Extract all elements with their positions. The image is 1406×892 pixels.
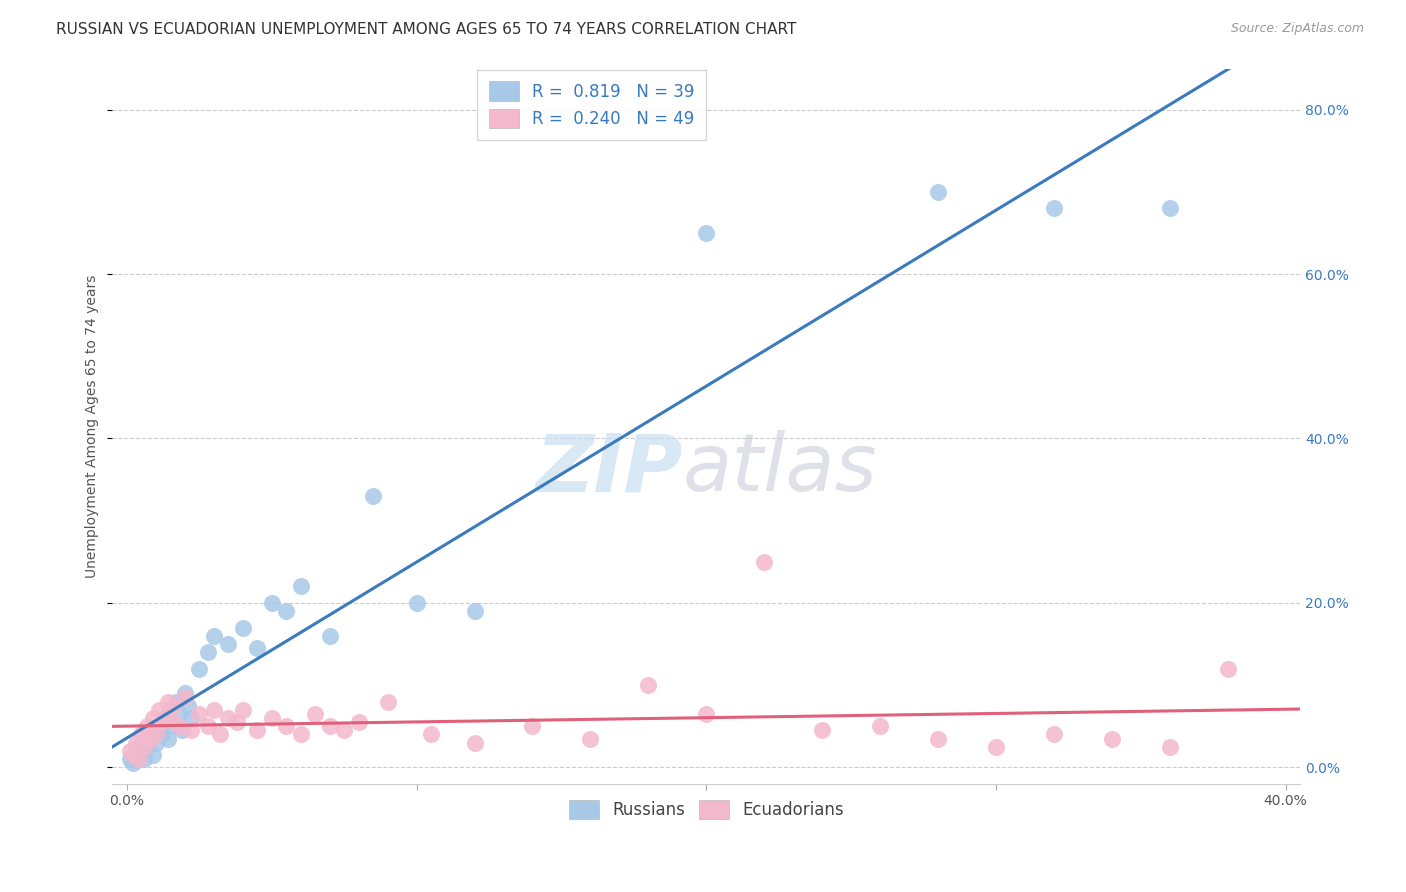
Point [197,719,219,733]
Point [276,719,298,733]
Point [464,604,486,618]
Point [695,226,717,240]
Point [148,719,170,733]
Point [150,715,173,730]
Point [156,731,179,746]
Point [1159,739,1181,754]
Point [131,727,153,741]
Point [333,723,356,738]
Point [1043,727,1066,741]
Point [260,711,283,725]
Point [128,752,150,766]
Point [927,731,949,746]
Point [156,694,179,708]
Text: atlas: atlas [682,430,877,508]
Point [180,711,202,725]
Point [420,727,443,741]
Point [162,698,184,713]
Point [202,703,225,717]
Point [174,690,197,705]
Text: RUSSIAN VS ECUADORIAN UNEMPLOYMENT AMONG AGES 65 TO 74 YEARS CORRELATION CHART: RUSSIAN VS ECUADORIAN UNEMPLOYMENT AMONG… [56,22,797,37]
Point [162,719,184,733]
Point [177,698,200,713]
Point [121,747,143,762]
Point [153,711,176,725]
Point [579,731,602,746]
Point [304,706,326,721]
Point [197,645,219,659]
Point [377,694,399,708]
Point [984,739,1007,754]
Point [1216,662,1239,676]
Point [319,629,342,643]
Point [290,727,312,741]
Point [811,723,834,738]
Point [232,621,254,635]
Point [217,711,239,725]
Text: ZIP: ZIP [536,430,682,508]
Point [217,637,239,651]
Point [170,723,193,738]
Point [174,686,197,700]
Point [134,752,156,766]
Point [1043,201,1066,215]
Point [319,719,342,733]
Point [208,727,231,741]
Point [145,727,167,741]
Text: Source: ZipAtlas.com: Source: ZipAtlas.com [1230,22,1364,36]
Point [148,703,170,717]
Point [754,555,776,569]
Point [869,719,891,733]
Y-axis label: Unemployment Among Ages 65 to 74 years: Unemployment Among Ages 65 to 74 years [86,275,100,578]
Point [246,723,269,738]
Point [159,703,181,717]
Point [167,706,190,721]
Point [150,727,173,741]
Point [1101,731,1123,746]
Point [134,739,156,754]
Point [276,604,298,618]
Point [232,703,254,717]
Legend: Russians, Ecuadorians: Russians, Ecuadorians [562,793,851,825]
Point [927,185,949,199]
Point [139,727,162,741]
Point [637,678,659,692]
Point [131,736,153,750]
Point [118,752,141,766]
Point [159,711,181,725]
Point [522,719,544,733]
Point [136,739,159,754]
Point [142,711,165,725]
Point [121,756,143,771]
Point [180,723,202,738]
Point [695,706,717,721]
Point [142,747,165,762]
Point [226,715,249,730]
Point [188,662,211,676]
Point [165,694,187,708]
Point [347,715,370,730]
Point [361,489,384,503]
Point [405,596,427,610]
Point [1159,201,1181,215]
Point [145,736,167,750]
Point [260,596,283,610]
Point [128,747,150,762]
Point [188,706,211,721]
Point [136,719,159,733]
Point [464,736,486,750]
Point [118,744,141,758]
Point [246,641,269,656]
Point [139,731,162,746]
Point [124,736,146,750]
Point [290,579,312,593]
Point [202,629,225,643]
Point [124,744,146,758]
Point [167,719,190,733]
